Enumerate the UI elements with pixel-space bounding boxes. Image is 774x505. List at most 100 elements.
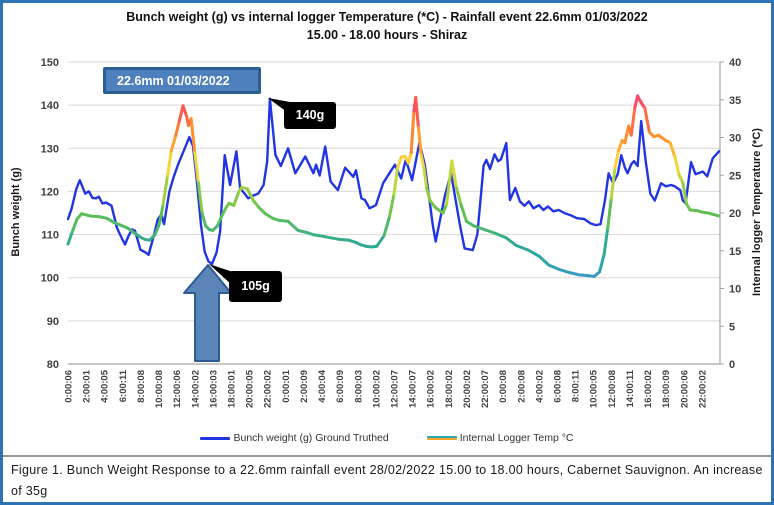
temperature-segment: [71, 217, 79, 233]
x-axis-tick-label: 6:00:08: [553, 370, 564, 403]
temperature-segment: [459, 203, 468, 223]
right-axis-tick-label: 35: [729, 95, 741, 107]
right-axis-tick-label: 30: [729, 133, 741, 145]
x-axis-tick-label: 14:00:11: [625, 369, 636, 407]
x-axis-tick-label: 12:00:08: [607, 370, 618, 408]
temperature-segment: [392, 166, 400, 196]
chart-title: Bunch weight (g) vs internal logger Temp…: [3, 8, 771, 44]
temperature-segment: [153, 222, 161, 237]
x-axis-tick-label: 16:00:02: [643, 370, 654, 408]
temperature-segment: [454, 186, 463, 207]
x-axis-tick-labels: 0:00:06 2:00:01 4:00:05 6:00:11 8:00:08 10:00…: [64, 369, 709, 408]
x-axis-tick-label: 22:00:02: [263, 370, 274, 408]
left-axis-title: Bunch weight (g): [10, 167, 22, 257]
temperature-segment: [174, 119, 181, 137]
right-axis-tick-label: 5: [729, 321, 735, 333]
temperature-segment: [166, 149, 173, 177]
temperature-segment: [414, 95, 420, 130]
temperature-segment: [568, 271, 582, 277]
temperature-segment: [450, 159, 458, 190]
temperature-segment: [312, 233, 325, 238]
right-axis-tick-label: 0: [729, 359, 735, 371]
x-axis-tick-label: 8:00:11: [571, 369, 582, 402]
temperature-line: [66, 94, 721, 278]
x-axis-tick-label: 12:00:06: [172, 370, 183, 408]
x-axis-tick-label: 2:00:01: [82, 369, 93, 402]
x-axis-tick-label: 4:00:04: [317, 369, 328, 402]
temperature-segment: [493, 231, 508, 240]
left-axis-tick-label: 140: [41, 100, 59, 112]
legend: Bunch weight (g) Ground Truthed Internal…: [3, 432, 771, 444]
right-axis-tick-label: 10: [729, 284, 741, 296]
temperature-segment: [181, 104, 189, 118]
temperature-segment: [80, 212, 93, 218]
temperature-segment: [286, 219, 300, 232]
low-callout-105g: 105g: [229, 271, 282, 302]
x-axis-tick-label: 4:00:05: [100, 369, 111, 402]
rain-uptake-arrow-icon: [183, 264, 232, 362]
x-axis-tick-label: 2:00:09: [299, 370, 310, 403]
temperature-segment: [196, 181, 204, 215]
temperature-segment: [445, 159, 454, 207]
temperature-segment: [396, 155, 403, 170]
x-axis-tick-label: 0:00:08: [498, 370, 509, 403]
temperature-segment: [537, 254, 551, 267]
x-axis-tick-label: 22:00:07: [480, 370, 491, 408]
temperature-segment: [602, 226, 610, 257]
chart-title-line1: Bunch weight (g) vs internal logger Temp…: [126, 10, 648, 24]
temperature-segment: [617, 139, 624, 152]
temperature-segment: [66, 229, 75, 246]
temperature-line-swatch-icon: [426, 436, 457, 440]
right-axis-title: Internal logger Temperature (*C): [751, 128, 763, 296]
temperature-segment: [215, 212, 225, 228]
temperature-segment: [422, 166, 429, 190]
left-axis-tick-label: 120: [41, 186, 59, 198]
temperature-segment: [668, 141, 677, 158]
x-axis-tick-label: 10:00:08: [154, 370, 165, 408]
temperature-segment: [375, 234, 386, 248]
right-axis-tick-labels: 40 35 30 25 20 15 10 5 0: [729, 57, 741, 371]
temperature-segment: [547, 263, 562, 272]
temperature-segment: [609, 166, 617, 200]
temperature-segment: [232, 189, 241, 207]
left-axis-tick-label: 150: [41, 57, 59, 69]
temperature-segment: [598, 253, 606, 274]
right-axis-tick-label: 20: [729, 208, 741, 220]
temperature-segment: [504, 236, 518, 247]
temperature-segment: [296, 228, 309, 235]
x-axis-tick-label: 14:00:07: [408, 370, 419, 408]
x-axis-tick-label: 4:00:02: [534, 370, 545, 403]
temperature-segment: [382, 215, 391, 238]
rain-event-annotation-box: 22.6mm 01/03/2022: [103, 67, 261, 94]
left-axis-tick-label: 90: [47, 316, 59, 328]
bunch-weight-polyline: [66, 97, 721, 266]
temperature-segment: [643, 106, 651, 134]
axis-lines: [719, 61, 724, 365]
temperature-segment: [673, 154, 681, 177]
temperature-segment: [425, 186, 432, 203]
x-axis-tick-label: 14:00:02: [190, 370, 201, 408]
x-axis-tick-label: 18:00:02: [444, 370, 455, 408]
x-axis-tick-label: 20:00:06: [679, 370, 690, 408]
left-axis-tick-label: 80: [47, 359, 59, 371]
x-axis-tick-label: 16:00:02: [426, 370, 437, 408]
x-axis-tick-label: 10:00:02: [371, 370, 382, 408]
temperature-segment: [483, 228, 497, 235]
temperature-segment: [161, 173, 170, 207]
temperature-segment: [157, 203, 165, 226]
x-axis-tick-label: 2:00:08: [516, 370, 527, 403]
x-axis-tick-label: 0:00:01: [281, 369, 292, 402]
temperature-segment: [245, 187, 256, 203]
temperature-segment: [419, 153, 426, 170]
x-axis-tick-label: 18:00:01: [227, 369, 238, 408]
x-axis-tick-label: 20:00:05: [245, 369, 256, 408]
temperature-segment: [441, 203, 449, 215]
x-axis-tick-label: 10:00:05: [589, 369, 600, 408]
left-axis-tick-labels: 150 140 130 120 110 100 90 80: [41, 57, 59, 371]
x-axis-tick-label: 18:00:09: [661, 370, 672, 408]
temperature-segment: [338, 237, 351, 242]
temperature-segment: [514, 243, 530, 252]
right-axis-tick-label: 40: [729, 57, 741, 69]
